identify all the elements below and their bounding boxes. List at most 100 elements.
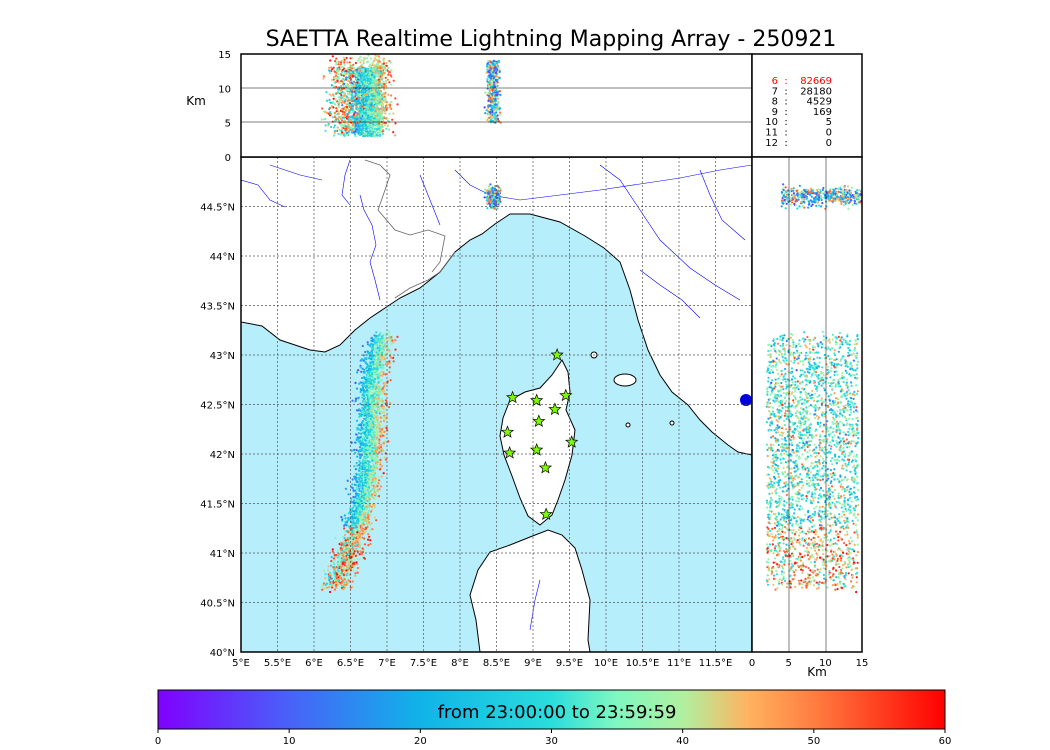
lightning-source [354,397,358,400]
lightning-source-altlon [331,55,334,58]
lightning-source [385,343,388,346]
lightning-source [354,495,357,498]
lightning-source [365,380,368,383]
lma-stations [500,348,579,520]
lightning-source [331,548,334,551]
lightning-source [388,366,391,369]
lightning-source [355,547,358,551]
lightning-source [365,376,368,379]
lightning-source [346,479,349,482]
lightning-source [341,518,344,521]
lightning-source [361,367,364,370]
lightning-source [355,387,359,390]
lightning-source [333,572,336,575]
lightning-source [363,518,367,521]
lightning-source [378,340,381,343]
lightning-source [344,561,347,564]
lightning-source [352,539,356,543]
lon-tick-label: 9°E [524,658,542,669]
lightning-source [491,200,494,203]
lightning-source [372,412,375,415]
lightning-source [372,418,376,421]
lightning-source [382,364,385,367]
lightning-source [360,495,363,498]
lightning-source [373,369,376,372]
lightning-source [384,363,387,366]
lightning-source [376,366,379,369]
lightning-source-altlon [330,66,333,69]
lightning-source [367,533,370,536]
lightning-source [335,584,338,588]
map-lightning-sources [320,183,502,594]
lightning-source [344,517,347,520]
lightning-source-altlon [386,78,389,81]
lightning-source [357,428,361,431]
lightning-source [378,425,381,428]
lightning-source [368,482,371,485]
lightning-source [370,432,373,435]
lightning-source [357,369,360,372]
lightning-source [378,363,381,367]
lightning-source [362,354,365,357]
lightning-source [361,532,364,535]
lightning-source [381,356,384,359]
lightning-source [329,564,333,567]
lightning-source [344,558,347,561]
lightning-source [368,488,371,491]
lightning-source [371,508,374,512]
lightning-source-altlon [384,85,387,88]
lon-tick-label: 8.5°E [483,658,510,669]
lightning-source [370,353,373,357]
lightning-source [498,195,501,198]
lightning-source [354,541,357,544]
lat-tick-label: 44°N [210,252,235,263]
lightning-source [334,580,337,584]
lightning-source [364,472,367,475]
lightning-source [380,351,384,354]
lightning-source [363,500,366,503]
lightning-source [364,350,367,354]
lightning-source [357,449,360,452]
lightning-source [323,569,326,572]
lightning-source [367,538,370,541]
lightning-source [340,515,343,519]
lightning-source [375,413,378,416]
lightning-source [346,538,349,541]
lat-tick-label: 41°N [210,549,235,560]
lightning-source [358,469,361,472]
lightning-source-altlon [325,99,329,102]
lightning-source [366,450,369,454]
lightning-source [352,526,355,530]
lightning-source-altlon [340,59,344,62]
lightning-source [373,488,376,491]
lightning-source-altlon [382,73,385,76]
lightning-source-altlon [324,124,327,127]
lightning-source [334,536,337,540]
lightning-source [365,387,368,390]
lightning-source [377,381,380,384]
lightning-source [367,463,370,466]
lightning-source [346,544,349,547]
lightning-source [368,389,371,392]
lightning-source-altlon [347,97,350,100]
lightning-source-altlon [341,70,344,73]
lightning-source-altlon [392,79,395,82]
lightning-source [363,455,366,458]
lightning-source [361,427,364,430]
lightning-source [380,346,383,349]
lightning-source [342,535,345,538]
lightning-source [372,383,375,386]
lightning-source [374,383,377,386]
lightning-source [371,349,374,352]
lightning-source [488,202,491,205]
lightning-source [371,528,374,531]
lightning-source [351,506,355,509]
lightning-source [388,330,391,333]
lightning-source [361,550,365,554]
lightning-source [378,333,381,337]
lightning-source [358,526,361,529]
lightning-source [321,588,324,591]
lightning-source [364,423,367,426]
lightning-source [368,435,371,438]
lightning-source [382,371,385,374]
